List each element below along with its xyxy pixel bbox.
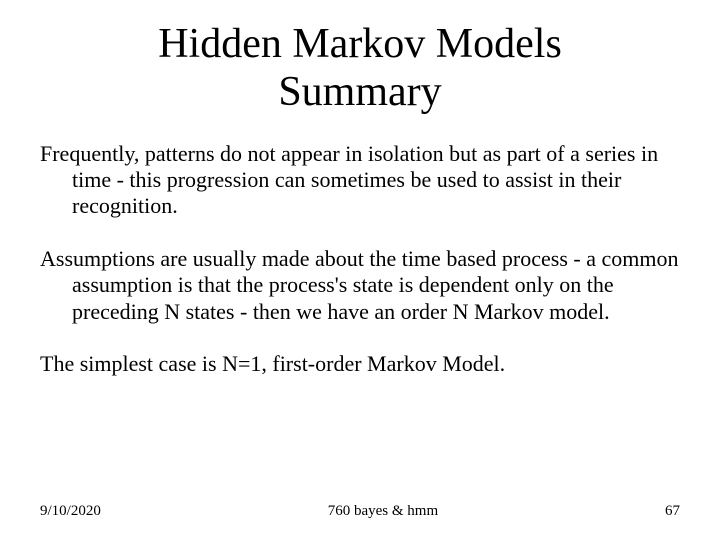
paragraph-1: Frequently, patterns do not appear in is… <box>40 141 680 220</box>
slide-title: Hidden Markov Models Summary <box>40 20 680 117</box>
footer-page-number: 67 <box>665 503 680 520</box>
title-line-2: Summary <box>278 69 441 115</box>
footer-date: 9/10/2020 <box>40 503 101 520</box>
slide-footer: 9/10/2020 760 bayes & hmm 67 <box>40 503 680 520</box>
title-line-1: Hidden Markov Models <box>158 21 562 67</box>
footer-center: 760 bayes & hmm <box>101 503 665 520</box>
paragraph-3: The simplest case is N=1, first-order Ma… <box>40 351 680 377</box>
paragraph-2: Assumptions are usually made about the t… <box>40 246 680 325</box>
